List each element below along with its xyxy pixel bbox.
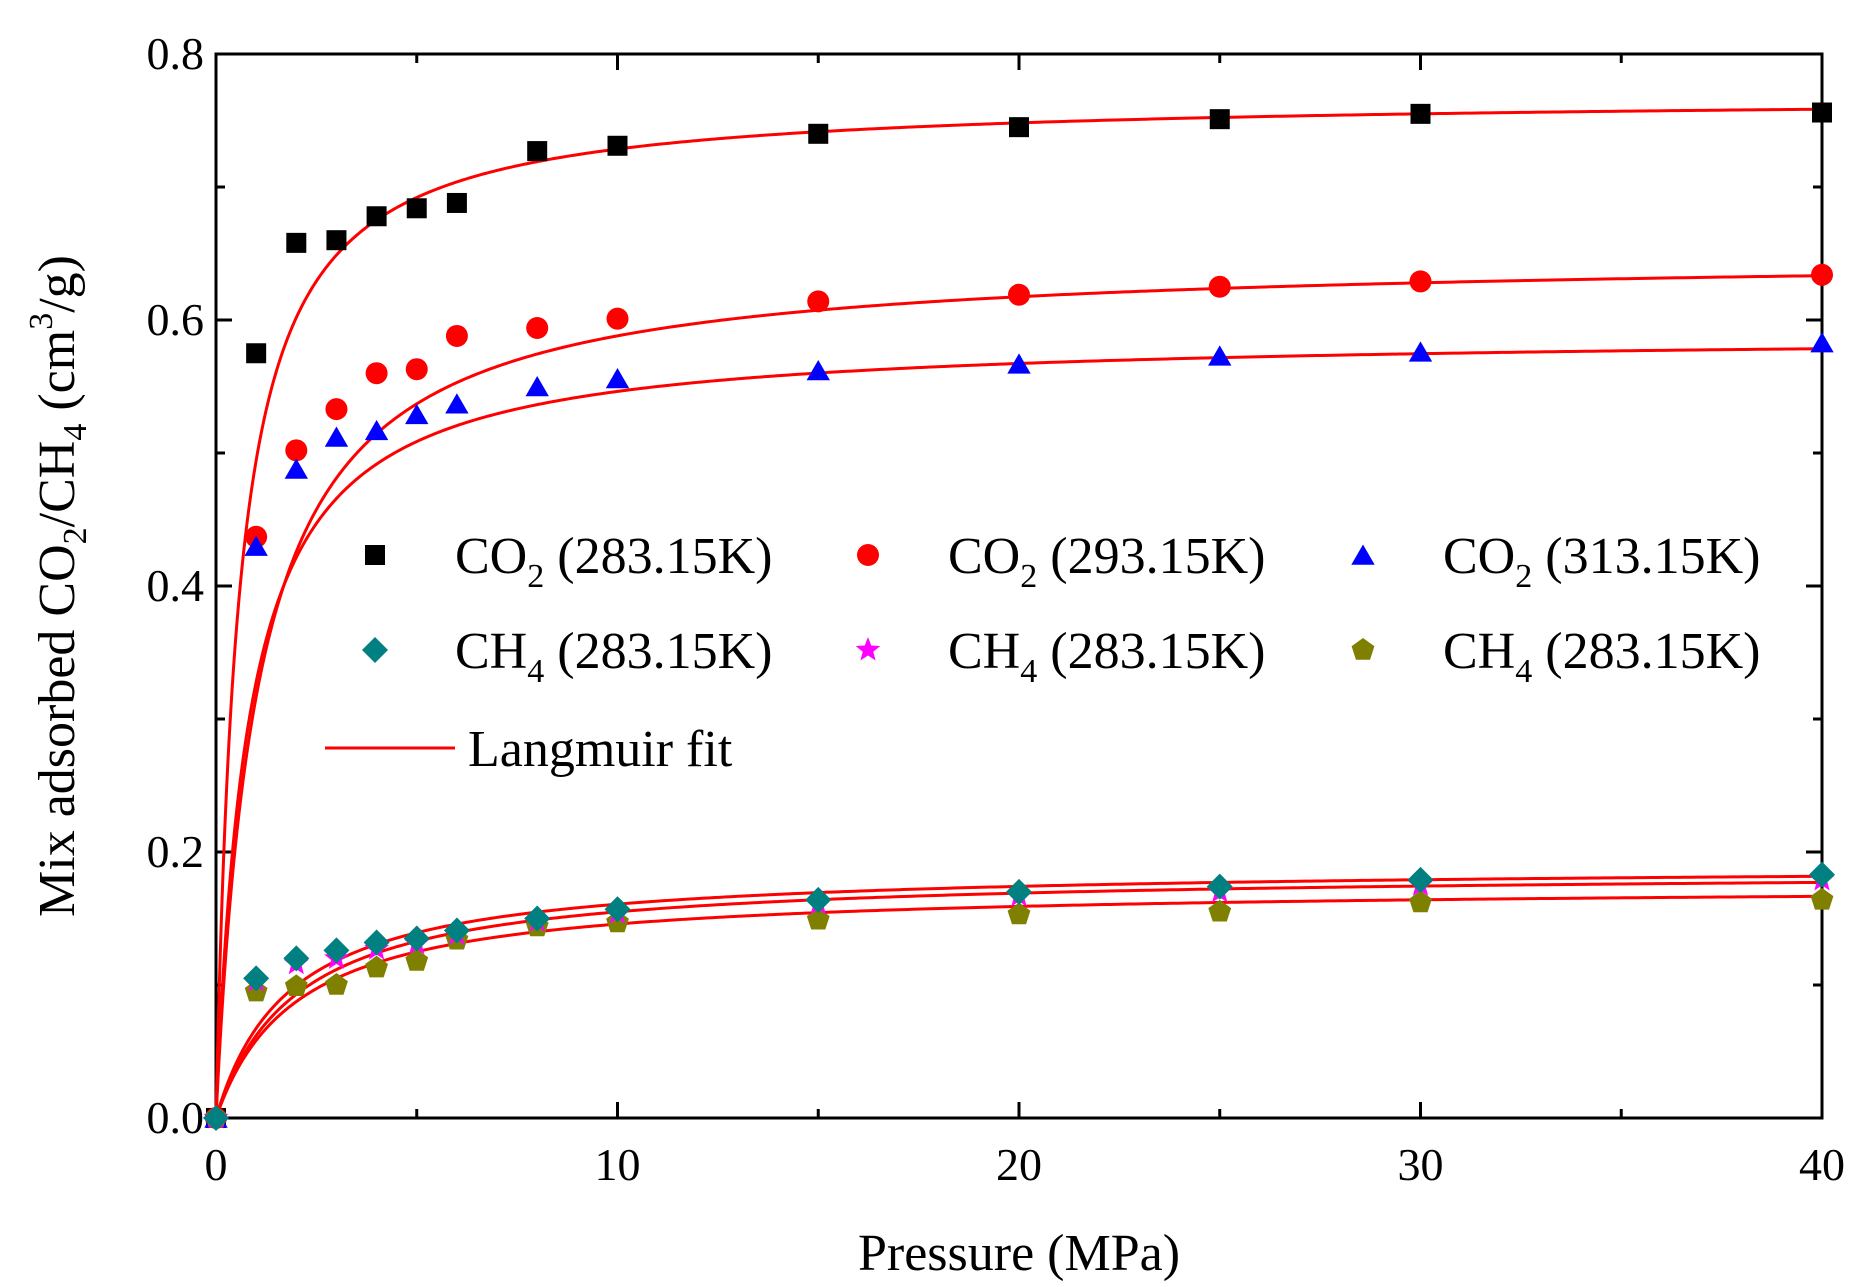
legend: CO2 (283.15K) CO2 (293.15K) CO2 (313.15K) C…: [325, 528, 1760, 778]
data-point-pentagon: [325, 973, 348, 995]
data-point-square: [246, 343, 267, 364]
fit-curves: [214, 107, 1823, 1120]
data-point-triangle: [405, 403, 429, 425]
x-tick-label: 20: [996, 1139, 1042, 1190]
data-point-diamond: [604, 896, 631, 923]
legend-marker-star: [855, 637, 881, 661]
x-tick-label: 30: [1398, 1139, 1444, 1190]
data-point-diamond: [243, 965, 270, 992]
langmuir-fit-curve: [214, 274, 1823, 1119]
axes: 0 10 20 30 40 0.0 0.2 0.4 0.6 0.8: [147, 28, 1846, 1190]
data-point-diamond: [323, 937, 350, 964]
data-point-circle: [1811, 263, 1833, 286]
y-axis-label: Mix adsorbed CO2/CH4 (cm3/g): [23, 255, 94, 917]
legend-label: CH4 (283.15K): [948, 623, 1265, 690]
x-axis-label: Pressure (MPa): [858, 1225, 1180, 1282]
data-point-triangle: [1408, 341, 1433, 362]
y-tick-label: 0.8: [147, 28, 205, 79]
data-point-square: [286, 232, 307, 253]
data-point-triangle: [1208, 345, 1232, 366]
data-point-diamond: [403, 925, 430, 952]
data-point-triangle: [445, 393, 469, 414]
legend-label: CO2 (293.15K): [948, 528, 1265, 595]
data-point-circle: [325, 398, 348, 421]
data-point-pentagon: [1409, 890, 1432, 913]
legend-marker-triangle: [1351, 544, 1375, 565]
plot-frame: [214, 52, 1824, 1120]
langmuir-fit-curve: [214, 874, 1823, 1119]
data-point-circle: [1208, 275, 1231, 298]
legend-label: CO2 (313.15K): [1443, 528, 1760, 595]
data-point-square: [446, 192, 467, 213]
data-point-circle: [365, 362, 388, 385]
data-point-diamond: [1006, 878, 1032, 905]
data-point-circle: [1409, 270, 1432, 293]
y-tick-label: 0.6: [147, 294, 205, 345]
langmuir-fit-curve: [214, 107, 1823, 1118]
data-point-triangle: [284, 458, 308, 479]
data-point-circle: [285, 439, 308, 462]
data-point-square: [808, 123, 829, 144]
langmuir-fit-curve: [214, 347, 1823, 1119]
data-point-circle: [405, 358, 428, 381]
data-point-diamond: [203, 1105, 229, 1131]
legend-marker-circle: [857, 544, 879, 566]
data-point-diamond: [443, 917, 470, 944]
data-point-square: [607, 135, 628, 156]
langmuir-fit-curve: [214, 880, 1823, 1119]
data-point-diamond: [805, 886, 832, 913]
data-point-pentagon: [405, 949, 429, 971]
data-point-circle: [807, 290, 830, 313]
legend-label: CH4 (283.15K): [455, 623, 772, 690]
data-point-pentagon: [1810, 887, 1834, 910]
data-point-circle: [1008, 283, 1030, 306]
data-point-triangle: [806, 360, 830, 381]
data-point-pentagon: [1007, 902, 1031, 925]
y-tick-label: 0.0: [147, 1092, 205, 1143]
data-point-circle: [606, 307, 629, 330]
data-point-circle: [445, 324, 468, 347]
data-point-square: [1209, 109, 1230, 130]
data-point-square: [1410, 103, 1431, 124]
data-point-square: [1009, 117, 1029, 138]
data-point-diamond: [1206, 873, 1233, 900]
data-point-square: [406, 198, 427, 219]
legend-fit-label: Langmuir fit: [468, 721, 733, 778]
x-tick-label: 0: [205, 1139, 228, 1190]
legend-label: CO2 (283.15K): [455, 528, 772, 595]
data-point-diamond: [1809, 861, 1835, 888]
legend-marker-pentagon: [1351, 638, 1375, 660]
legend-marker-square: [365, 545, 385, 565]
langmuir-fit-curve: [214, 894, 1823, 1120]
data-point-pentagon: [284, 974, 308, 997]
data-point-diamond: [1407, 866, 1434, 893]
data-markers: [203, 102, 1835, 1131]
data-point-diamond: [524, 905, 551, 932]
data-point-triangle: [324, 426, 349, 447]
data-point-square: [527, 141, 548, 162]
data-point-triangle: [1810, 332, 1834, 353]
data-point-triangle: [605, 368, 630, 389]
data-point-pentagon: [365, 955, 389, 978]
data-point-triangle: [364, 419, 389, 441]
y-tick-label: 0.2: [147, 826, 205, 877]
data-point-pentagon: [806, 907, 830, 930]
data-point-pentagon: [1208, 899, 1232, 922]
data-point-square: [1812, 102, 1832, 123]
x-tick-label: 40: [1799, 1139, 1845, 1190]
data-point-circle: [526, 316, 549, 339]
data-point-diamond: [283, 945, 310, 972]
data-point-diamond: [363, 929, 390, 956]
data-point-triangle: [525, 376, 549, 397]
legend-marker-diamond: [362, 637, 388, 663]
data-point-square: [366, 206, 387, 227]
x-tick-label: 10: [595, 1139, 641, 1190]
data-point-square: [326, 230, 347, 251]
legend-label: CH4 (283.15K): [1443, 623, 1760, 690]
data-point-triangle: [1007, 353, 1031, 374]
data-point-triangle: [244, 535, 268, 556]
y-tick-label: 0.4: [147, 560, 205, 611]
